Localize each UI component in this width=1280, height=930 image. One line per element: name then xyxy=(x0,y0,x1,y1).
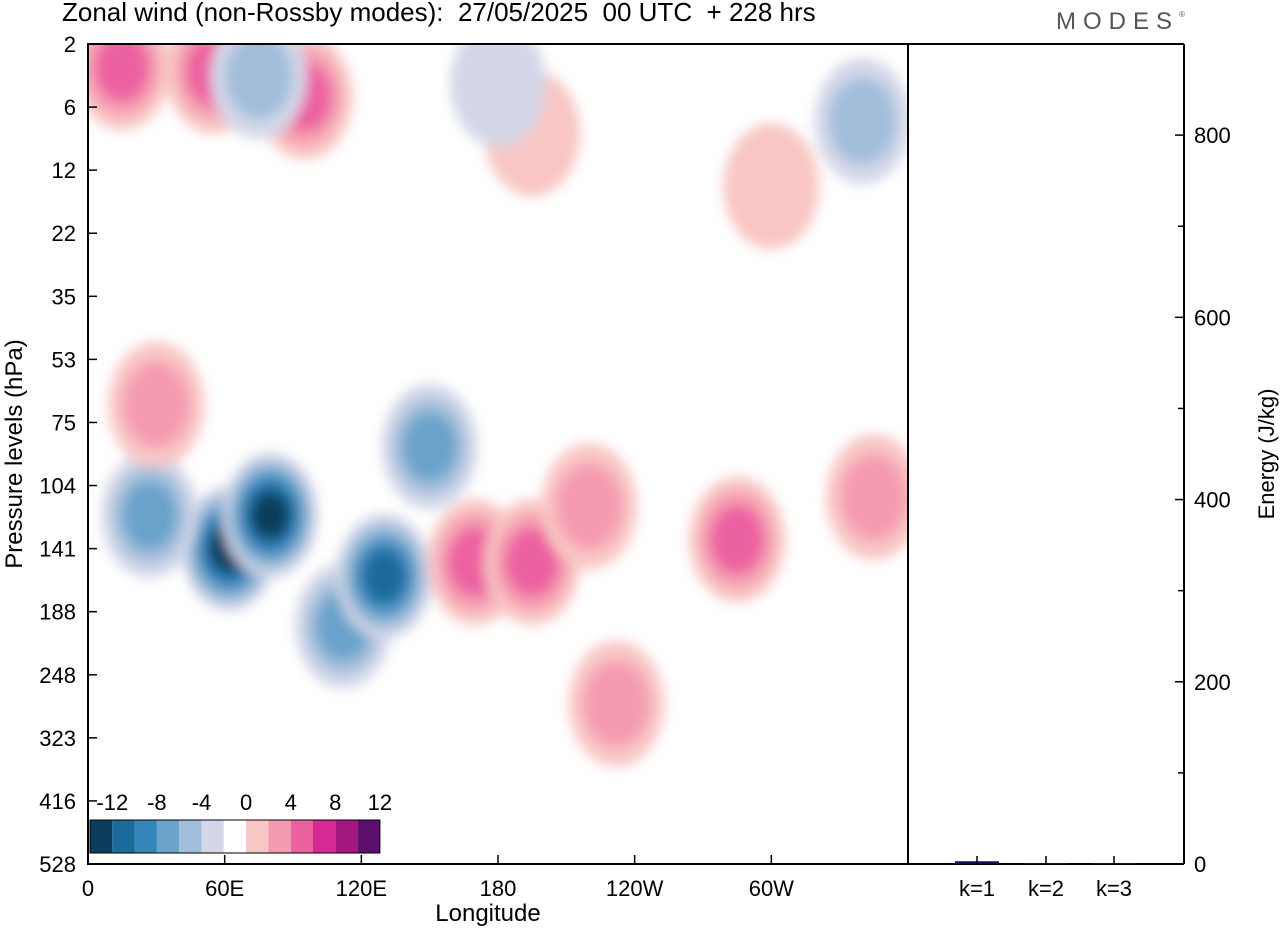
colorbar-label: -8 xyxy=(147,790,167,815)
contour-band xyxy=(251,492,289,538)
y-tick-label: 35 xyxy=(52,284,76,309)
contour-band xyxy=(555,463,623,550)
x-tick-label: 60E xyxy=(205,876,244,901)
colorbar-swatch xyxy=(268,820,291,853)
contour-band xyxy=(828,77,897,165)
colorbar-swatch xyxy=(313,820,336,853)
contour-band xyxy=(840,453,908,541)
chart-title: Zonal wind (non-Rossby modes): 27/05/202… xyxy=(62,0,816,27)
colorbar-label: 8 xyxy=(329,790,341,815)
x-axis-label: Longitude xyxy=(435,900,540,927)
contour-band xyxy=(450,44,546,147)
colorbar-swatch xyxy=(201,820,224,853)
contour-band xyxy=(710,505,765,574)
y-tick-label: 104 xyxy=(39,474,76,499)
colorbar-legend: -12 -8 -4 0 4 8 12 xyxy=(89,790,392,854)
contour-band xyxy=(122,361,191,449)
y-tick-label: 188 xyxy=(39,600,76,625)
colorbar-swatch xyxy=(112,820,135,853)
energy-axis-label: Energy (J/kg) xyxy=(1254,389,1279,520)
colorbar-swatch xyxy=(134,820,157,853)
energy-bar-panel: 0 200 400 600 800 Energy (J/kg) k=1 k=2 k=3 xyxy=(908,43,1279,901)
x-tick-label: 180 xyxy=(480,876,517,901)
x-tick-label: 120W xyxy=(606,876,664,901)
contour-band xyxy=(402,412,457,481)
energy-tick-label: 0 xyxy=(1194,852,1206,877)
colorbar-swatch xyxy=(246,820,269,853)
energy-tick-label: 800 xyxy=(1194,123,1231,148)
energy-category-label: k=2 xyxy=(1028,876,1064,901)
y-tick-label: 528 xyxy=(39,852,76,877)
energy-tick-label: 200 xyxy=(1194,670,1231,695)
colorbar-swatch xyxy=(179,820,202,853)
colorbar-frame xyxy=(89,819,381,854)
x-tick-label: 120E xyxy=(336,876,387,901)
x-tick-label: 0 xyxy=(82,876,94,901)
energy-tick-label: 400 xyxy=(1194,488,1231,513)
energy-category-label: k=1 xyxy=(959,876,995,901)
energy-tick-label: 600 xyxy=(1194,305,1231,330)
y-tick-label: 75 xyxy=(52,410,76,435)
colorbar-swatch xyxy=(90,820,113,853)
colorbar-swatch xyxy=(290,820,313,853)
contour-band xyxy=(723,123,820,250)
colorbar-label: 0 xyxy=(240,790,252,815)
contour-blobs xyxy=(88,44,908,767)
contour-band xyxy=(225,44,293,120)
colorbar-swatch xyxy=(335,820,358,853)
y-tick-label: 141 xyxy=(39,537,76,562)
colorbar-swatch xyxy=(156,820,180,853)
y-tick-label: 53 xyxy=(52,347,76,372)
y-tick-label: 323 xyxy=(39,726,76,751)
contour-band xyxy=(95,44,150,102)
y-axis-label: Pressure levels (hPa) xyxy=(1,339,28,568)
contour-band xyxy=(363,551,405,602)
colorbar-swatch xyxy=(223,820,247,853)
y-tick-label: 12 xyxy=(52,158,76,183)
colorbar-label: 4 xyxy=(285,790,297,815)
colorbar-swatch xyxy=(357,820,380,853)
y-tick-label: 6 xyxy=(64,95,76,120)
energy-category-label: k=3 xyxy=(1096,876,1132,901)
colorbar-label: -12 xyxy=(96,790,128,815)
brand-logo: MODES® xyxy=(1056,8,1185,35)
y-tick-label: 416 xyxy=(39,789,76,814)
contour-band xyxy=(505,528,560,597)
y-tick-label: 2 xyxy=(64,32,76,57)
contour-field xyxy=(88,44,908,767)
y-tick-label: 248 xyxy=(39,663,76,688)
x-tick-label: 60W xyxy=(749,876,794,901)
contour-band xyxy=(582,660,651,748)
y-tick-label: 22 xyxy=(52,221,76,246)
colorbar-label: 12 xyxy=(368,790,392,815)
colorbar-label: -4 xyxy=(192,790,212,815)
contour-band xyxy=(122,481,177,550)
